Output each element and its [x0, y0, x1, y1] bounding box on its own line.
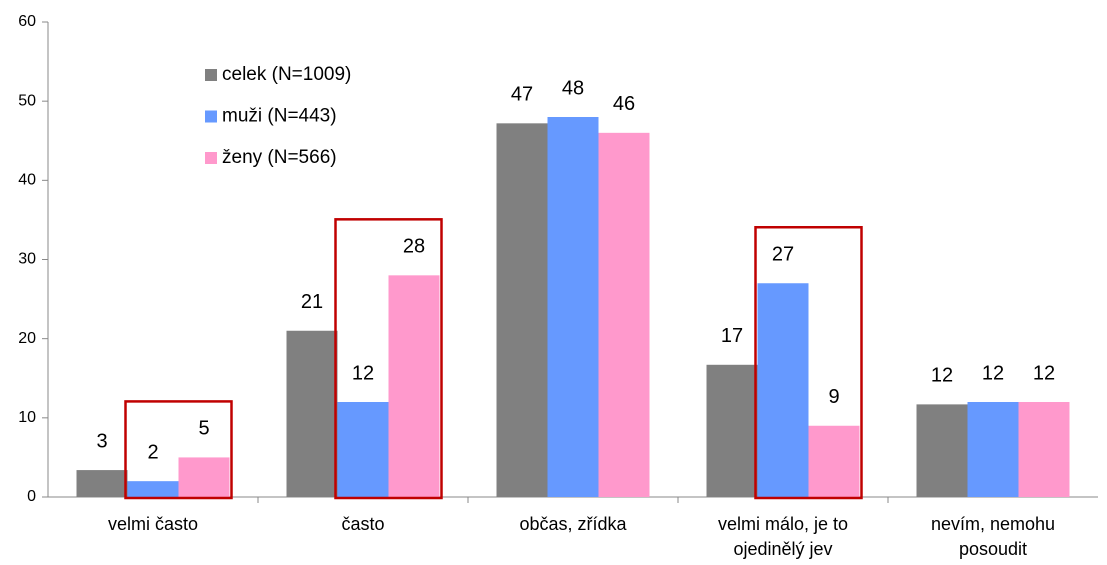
y-tick-label: 50 — [18, 92, 36, 109]
highlight-box — [124, 400, 233, 500]
bar — [547, 117, 599, 497]
data-label: 27 — [772, 244, 794, 266]
highlight-box — [754, 226, 863, 500]
data-label: 46 — [613, 93, 635, 115]
data-label: 47 — [511, 84, 533, 106]
x-tick-label: občas, zřídka — [519, 514, 627, 534]
x-tick-label: velmi často — [107, 514, 199, 534]
bar — [496, 123, 548, 497]
legend-swatch — [205, 110, 217, 123]
bar — [76, 470, 128, 497]
bar — [178, 457, 230, 497]
y-tick-label: 30 — [18, 251, 36, 268]
highlight-box — [334, 218, 443, 500]
data-label: 9 — [828, 386, 839, 408]
y-tick-label: 10 — [18, 409, 36, 426]
x-tick-label: často — [341, 514, 385, 534]
data-label: 48 — [562, 77, 584, 99]
data-label: 12 — [931, 365, 953, 387]
bar — [598, 132, 650, 498]
y-tick-label: 40 — [18, 172, 36, 189]
bar — [337, 402, 389, 497]
data-label: 2 — [147, 441, 158, 463]
y-tick-label: 60 — [18, 13, 36, 30]
bar — [388, 275, 440, 497]
data-label: 28 — [403, 236, 425, 258]
bar — [127, 481, 179, 497]
data-label: 12 — [1033, 362, 1055, 384]
data-label: 12 — [352, 362, 374, 384]
bar — [757, 283, 809, 497]
data-label: 5 — [198, 418, 209, 440]
legend-swatch — [205, 69, 217, 81]
data-label: 3 — [96, 430, 107, 452]
y-tick-label: 20 — [18, 330, 36, 347]
bar — [706, 364, 758, 497]
x-tick-label: velmi málo, je to ojedinělý jev — [717, 514, 849, 559]
x-tick-label: nevím, nemohu posoudit — [930, 514, 1056, 559]
legend-label: ženy (N=566) — [222, 147, 337, 168]
legend-label: celek (N=1009) — [222, 64, 351, 85]
legend-label: muži (N=443) — [222, 106, 337, 127]
data-label: 12 — [982, 362, 1004, 384]
bar — [1018, 402, 1070, 497]
bar — [967, 402, 1019, 497]
bar — [286, 330, 338, 497]
y-tick-label: 0 — [27, 488, 36, 505]
data-label: 21 — [301, 291, 323, 313]
bar — [808, 425, 860, 497]
data-label: 17 — [721, 325, 743, 347]
legend-swatch — [205, 152, 217, 164]
bar — [916, 404, 968, 497]
